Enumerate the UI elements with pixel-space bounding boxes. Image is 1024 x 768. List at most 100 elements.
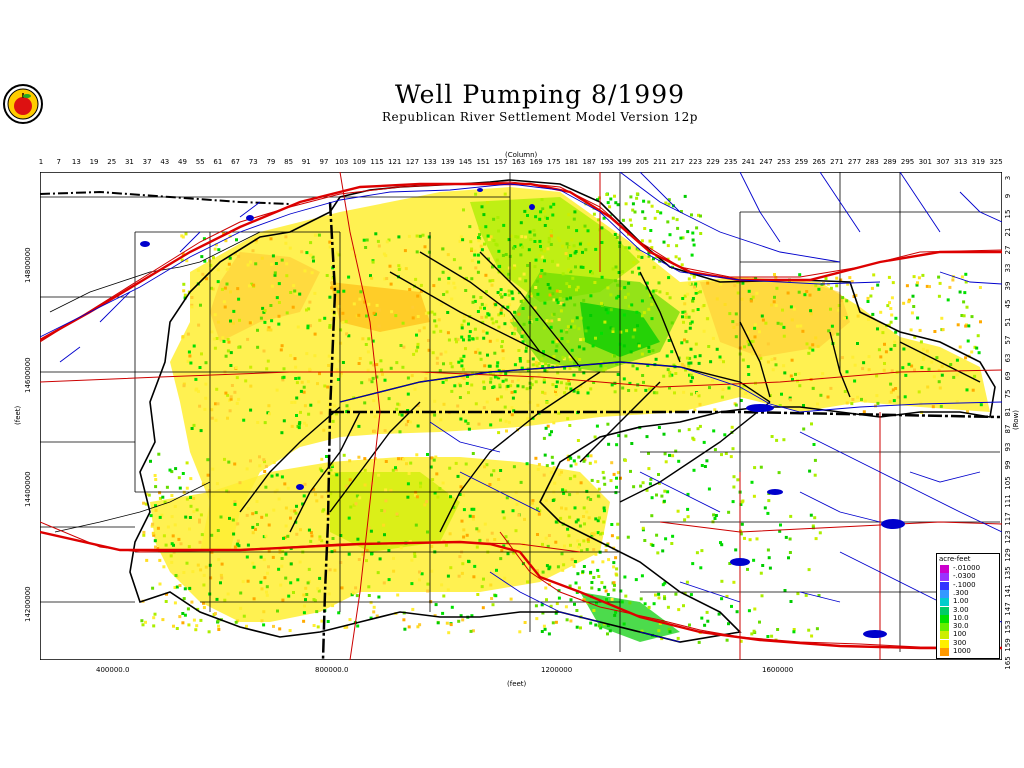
- pumping-map: [40, 172, 1002, 660]
- legend-label: 1000: [953, 647, 971, 655]
- legend-swatch: [940, 565, 949, 573]
- map-subtitle: Republican River Settlement Model Versio…: [382, 110, 698, 124]
- row-tick: 57: [1004, 335, 1012, 345]
- legend-swatch: [940, 631, 949, 640]
- legend-label: 300: [953, 638, 967, 647]
- legend-label: 1.00: [953, 597, 969, 606]
- column-tick: 61: [213, 158, 223, 166]
- column-tick: 175: [547, 158, 561, 166]
- lakes: [140, 188, 905, 638]
- legend-label: -.0300: [953, 572, 976, 581]
- x-axis-label: (feet): [507, 680, 527, 688]
- row-tick: 99: [1004, 460, 1012, 470]
- column-tick: 31: [124, 158, 134, 166]
- legend-label: 30.0: [953, 622, 969, 631]
- row-tick: 93: [1004, 442, 1012, 452]
- column-tick: 283: [865, 158, 879, 166]
- legend-item: -.0300: [940, 572, 998, 582]
- column-tick: 313: [953, 158, 968, 166]
- column-tick: 97: [319, 158, 329, 166]
- column-tick: 199: [617, 158, 632, 166]
- legend-swatch: [940, 639, 949, 648]
- row-tick: 111: [1004, 494, 1012, 509]
- major-highways: [40, 182, 1002, 650]
- column-tick: 253: [777, 158, 791, 166]
- legend-item: -.1000: [940, 580, 998, 590]
- column-tick: 145: [458, 158, 473, 166]
- legend-item: 10.0: [940, 613, 998, 623]
- legend-label: 100: [953, 630, 967, 639]
- column-tick: 247: [759, 158, 773, 166]
- legend-label: 3.00: [953, 605, 969, 614]
- column-tick: 43: [160, 158, 170, 166]
- column-tick: 13: [71, 158, 81, 166]
- column-tick: 151: [476, 158, 490, 166]
- row-tick: 51: [1004, 317, 1012, 327]
- column-tick: 241: [741, 158, 756, 166]
- column-tick: 103: [334, 158, 349, 166]
- column-tick: 91: [301, 158, 311, 166]
- column-tick: 211: [653, 158, 667, 166]
- row-tick: 27: [1004, 245, 1012, 255]
- column-tick: 319: [971, 158, 985, 166]
- legend-swatch: [940, 623, 949, 632]
- column-tick: 295: [900, 158, 915, 166]
- x-tick-label: 1200000: [541, 666, 573, 674]
- column-tick: 37: [142, 158, 152, 166]
- row-tick: 81: [1004, 407, 1012, 416]
- row-tick: 33: [1004, 263, 1012, 273]
- legend-item: 1.00: [940, 597, 998, 607]
- legend-swatch: [940, 648, 949, 656]
- column-tick: 25: [107, 158, 117, 166]
- column-tick: 163: [511, 158, 526, 166]
- y-tick-label: 14200000: [24, 586, 32, 622]
- legend-item: 3.00: [940, 605, 998, 615]
- column-tick: 325: [989, 158, 1003, 166]
- legend-item: 30.0: [940, 622, 998, 632]
- column-axis-label: (Column): [505, 151, 538, 159]
- column-tick: 109: [352, 158, 367, 166]
- legend-item: 300: [940, 638, 998, 648]
- row-tick: 75: [1004, 389, 1012, 399]
- row-tick: 135: [1004, 566, 1012, 580]
- column-tick: 73: [248, 158, 258, 166]
- legend-label: -.01000: [953, 564, 981, 572]
- legend-label: 10.0: [953, 613, 969, 622]
- legend-item: 100: [940, 630, 998, 640]
- column-tick: 271: [830, 158, 844, 166]
- legend-swatch: [940, 606, 949, 615]
- row-tick: 63: [1004, 353, 1012, 363]
- row-tick: 147: [1004, 602, 1012, 616]
- state-line: [40, 190, 291, 205]
- row-tick: 21: [1004, 227, 1012, 237]
- legend-label: -.1000: [953, 580, 976, 589]
- row-tick: 45: [1004, 299, 1012, 309]
- rivers: [40, 172, 1002, 643]
- column-tick: 85: [284, 158, 294, 166]
- column-tick: 193: [600, 158, 614, 166]
- column-tick: 67: [231, 158, 240, 166]
- column-tick: 1: [38, 158, 44, 166]
- legend-swatch: [940, 614, 949, 623]
- legend-label: .300: [953, 588, 969, 597]
- row-tick: 3: [1004, 175, 1012, 181]
- row-tick: 117: [1004, 512, 1012, 526]
- legend-swatch: [940, 589, 949, 598]
- row-tick: 39: [1004, 281, 1012, 291]
- legend-title: acre-feet: [939, 555, 971, 563]
- column-tick: 7: [56, 158, 61, 166]
- column-tick: 139: [441, 158, 455, 166]
- row-tick: 87: [1004, 425, 1012, 434]
- legend-item: -.01000: [940, 564, 998, 573]
- row-tick: 129: [1004, 548, 1012, 562]
- row-axis-label: (Row): [1012, 409, 1020, 430]
- row-tick: 153: [1004, 620, 1012, 634]
- row-tick: 9: [1004, 193, 1012, 199]
- column-tick: 259: [794, 158, 809, 166]
- y-tick-label: 14400000: [24, 471, 32, 507]
- legend-item: .300: [940, 588, 998, 598]
- column-tick-labels: 1 7 13 19 25 31 37 43 49 55 61 67 73 79 85 91 97 103 109 11…: [38, 158, 1008, 170]
- column-tick: 235: [724, 158, 738, 166]
- column-tick: 265: [812, 158, 826, 166]
- column-tick: 19: [89, 158, 99, 166]
